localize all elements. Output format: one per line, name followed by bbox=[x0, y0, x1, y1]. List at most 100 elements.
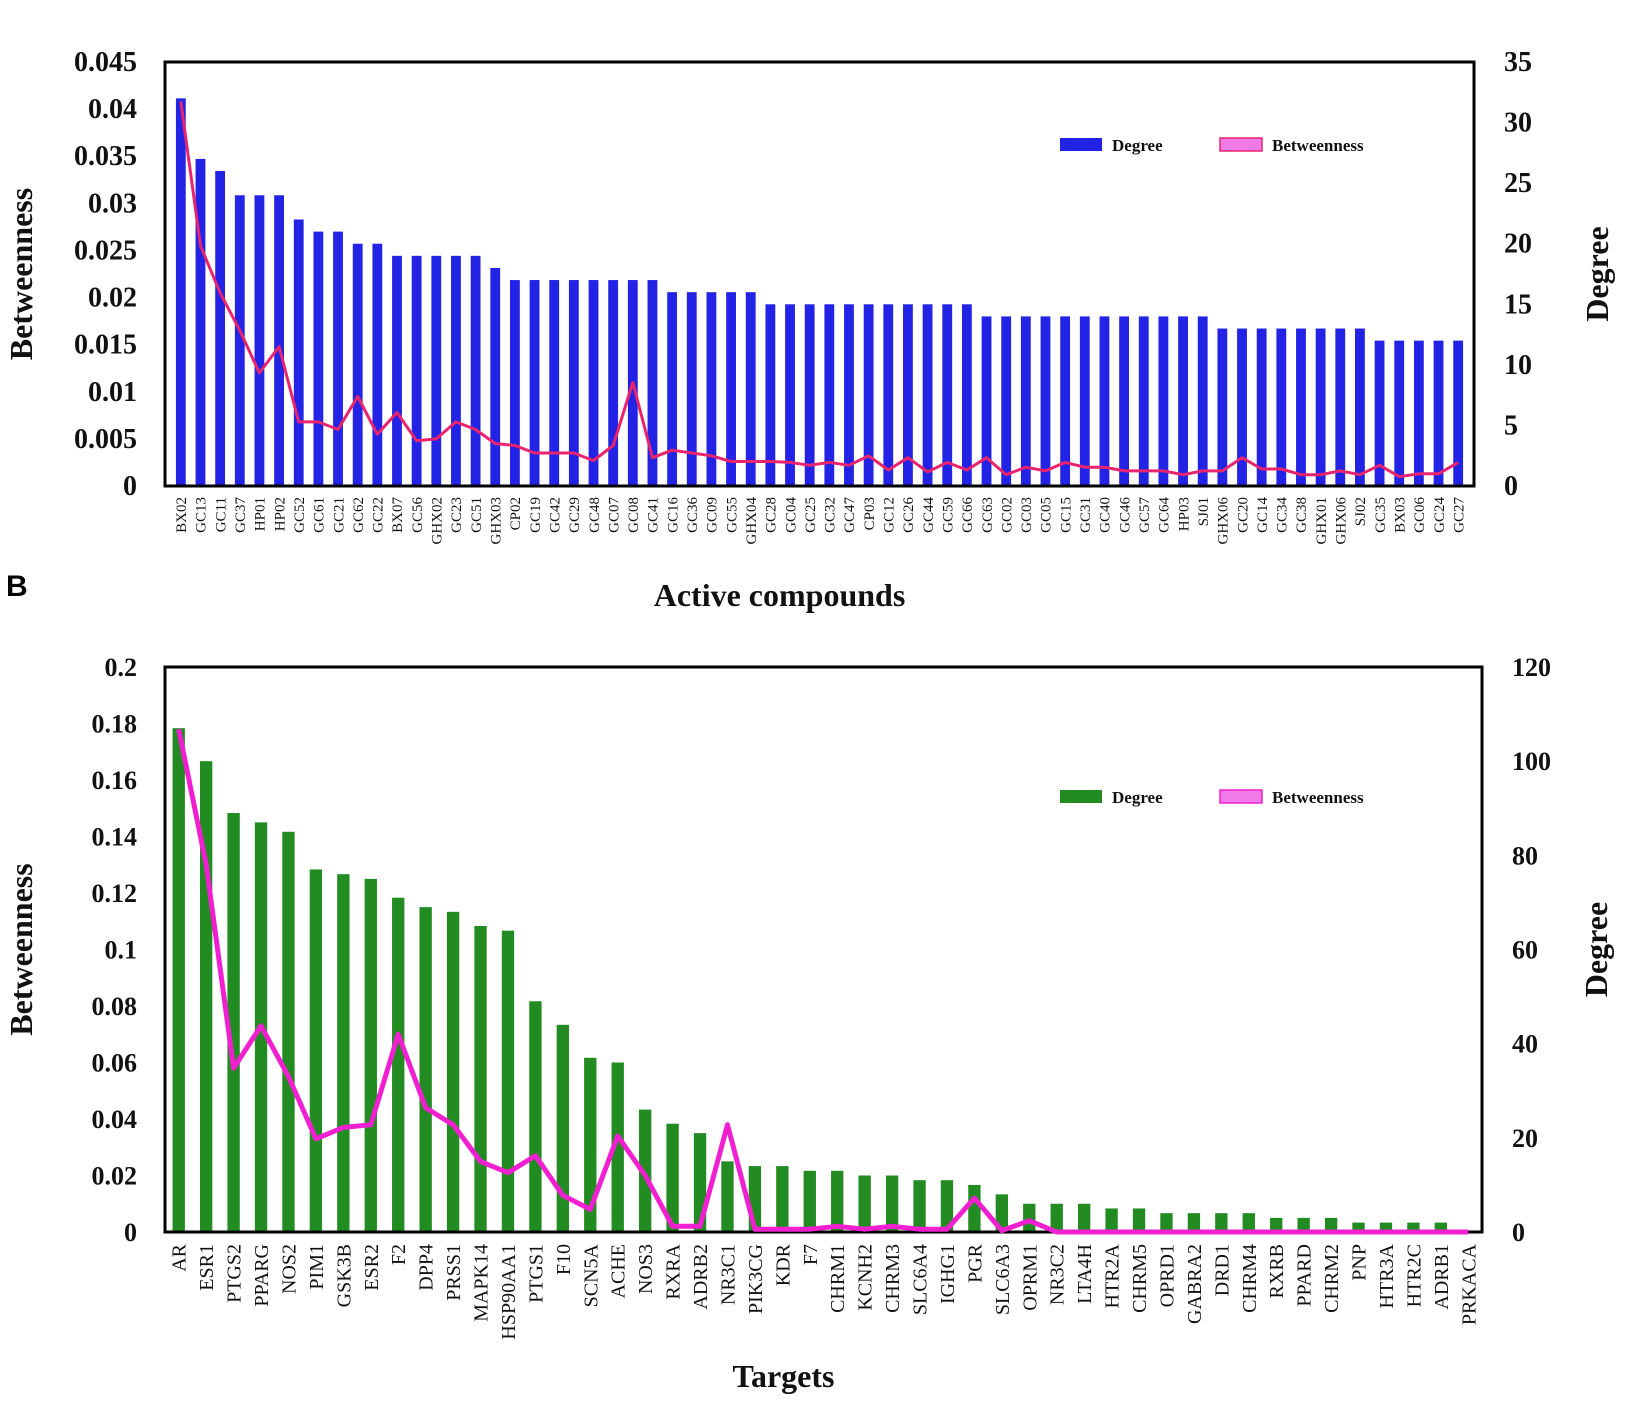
chart2-y-left-tick-label: 0.16 bbox=[92, 766, 138, 795]
chart2-legend-betweenness-label: Betweenness bbox=[1272, 788, 1364, 807]
chart2-category-label: KCNH2 bbox=[855, 1244, 877, 1311]
chart1-category-label: GC55 bbox=[724, 497, 740, 533]
chart1-degree-bar bbox=[1335, 328, 1346, 486]
chart1-y-left-tick-label: 0.015 bbox=[74, 330, 137, 361]
chart1-category-label: GC44 bbox=[921, 497, 937, 533]
chart1-category-label: HP01 bbox=[253, 497, 269, 531]
chart1-legend-betweenness-swatch bbox=[1219, 137, 1263, 152]
chart2-category-label: SLC6A4 bbox=[910, 1244, 932, 1315]
chart1-degree-bar bbox=[1217, 328, 1228, 486]
chart2-degree-bar bbox=[1379, 1222, 1393, 1232]
chart2-category-label: F2 bbox=[388, 1244, 410, 1265]
chart2-degree-bar bbox=[1324, 1217, 1338, 1232]
chart1-betweenness-line bbox=[179, 101, 1459, 479]
chart2-category-label: GSK3B bbox=[333, 1244, 355, 1307]
chart2-category-label: GABRA2 bbox=[1184, 1244, 1206, 1324]
chart1-degree-bar bbox=[1020, 316, 1031, 486]
chart1-degree-bar bbox=[726, 292, 736, 486]
chart1-category-label: GC23 bbox=[449, 497, 465, 533]
chart2-degree-bar bbox=[885, 1175, 899, 1232]
chart1-category-label: GC40 bbox=[1098, 497, 1114, 533]
chart2-degree-bar bbox=[1132, 1208, 1146, 1232]
chart1-y-left-tick-label: 0.03 bbox=[88, 188, 137, 219]
chart1-degree-bar bbox=[352, 243, 363, 486]
chart1-category-label: GC02 bbox=[999, 497, 1015, 533]
chart1-degree-bar bbox=[274, 195, 284, 486]
chart1-y-left-tick-label: 0.035 bbox=[74, 141, 137, 172]
chart2-y-left-tick-label: 0.2 bbox=[105, 653, 138, 682]
chart1-category-label: GC41 bbox=[646, 497, 662, 533]
chart2-category-label: ESR1 bbox=[196, 1244, 218, 1291]
chart2-category-label: AR bbox=[169, 1243, 191, 1271]
chart1-category-label: GC09 bbox=[705, 497, 721, 533]
chart1-category-label: GC13 bbox=[194, 497, 210, 533]
chart1-degree-bar bbox=[1237, 328, 1247, 486]
chart1-degree-bar bbox=[1315, 328, 1326, 486]
chart2-y-left-tick-label: 0 bbox=[124, 1218, 137, 1247]
chart1-category-label: GC22 bbox=[371, 497, 387, 533]
chart2-category-label: CHRM5 bbox=[1129, 1244, 1151, 1313]
chart1-degree-bar bbox=[313, 231, 324, 486]
chart1-category-label: GC19 bbox=[528, 497, 544, 533]
chart2-degree-bar bbox=[1023, 1203, 1036, 1232]
chart1-degree-bar bbox=[804, 304, 815, 486]
chart1-degree-bar bbox=[234, 195, 245, 486]
chart1-y-right-tick-label: 20 bbox=[1504, 229, 1532, 260]
chart2-degree-bar bbox=[584, 1057, 597, 1232]
chart2-category-label: PTGS1 bbox=[525, 1244, 547, 1303]
chart1-category-label: BX07 bbox=[390, 497, 406, 533]
chart2-category-label: CHRM3 bbox=[882, 1244, 904, 1313]
chart1-degree-bar bbox=[1158, 316, 1169, 486]
chart2-category-label: NOS2 bbox=[278, 1244, 300, 1294]
chart1-category-label: GC47 bbox=[842, 497, 858, 533]
chart1-degree-bar bbox=[215, 171, 226, 486]
chart1-degree-bar bbox=[1355, 328, 1365, 486]
chart1-category-label: GC03 bbox=[1019, 497, 1035, 533]
chart1-category-label: GC56 bbox=[410, 497, 426, 533]
chart2-degree-bar bbox=[611, 1062, 624, 1232]
chart2-degree-bar bbox=[940, 1180, 954, 1232]
chart1-y-left-tick-label: 0.01 bbox=[88, 377, 137, 408]
chart2-y-right-tick-label: 0 bbox=[1512, 1218, 1525, 1247]
chart2-category-label: ESR2 bbox=[361, 1244, 383, 1291]
chart1-degree-bar bbox=[509, 280, 520, 486]
chart1-degree-bar bbox=[451, 255, 461, 486]
chart2-category-label: PGR bbox=[964, 1243, 986, 1283]
chart1-y-right-tick-label: 35 bbox=[1504, 47, 1532, 78]
chart1-degree-bar bbox=[529, 280, 540, 486]
chart2-y-left-tick-label: 0.04 bbox=[92, 1105, 138, 1134]
chart2-category-label: OPRM1 bbox=[1019, 1244, 1041, 1311]
chart2-degree-bar bbox=[1050, 1203, 1063, 1232]
chart2-degree-bar bbox=[282, 831, 295, 1232]
chart1-category-label: GC04 bbox=[783, 497, 799, 533]
chart2-category-label: PTGS2 bbox=[224, 1244, 246, 1303]
chart1-degree-bar bbox=[863, 304, 874, 486]
chart2-category-label: DRD1 bbox=[1211, 1244, 1233, 1296]
chart1-y-right-tick-label: 30 bbox=[1504, 108, 1532, 139]
chart1-degree-bar bbox=[844, 304, 854, 486]
chart1-category-label: GC11 bbox=[213, 497, 229, 532]
chart2-degree-bar bbox=[1434, 1222, 1448, 1232]
chart2-category-label: HSP90AA1 bbox=[498, 1244, 520, 1340]
chart1-degree-bar bbox=[470, 255, 481, 486]
chart2-degree-bar bbox=[474, 925, 487, 1232]
chart2-category-label: HTR3A bbox=[1376, 1243, 1398, 1308]
chart1-degree-bar bbox=[667, 292, 678, 486]
chart2-degree-bar bbox=[1077, 1203, 1091, 1232]
chart1-category-label: GC07 bbox=[606, 497, 622, 533]
chart1-category-label: CP02 bbox=[508, 497, 524, 530]
chart2-category-label: IGHG1 bbox=[937, 1244, 959, 1304]
chart1-degree-bar bbox=[903, 304, 913, 486]
chart1-category-label: GC34 bbox=[1275, 497, 1291, 533]
chart1-y-right-tick-label: 0 bbox=[1504, 471, 1518, 502]
chart1-degree-bar bbox=[981, 316, 992, 486]
chart1-category-label: GC61 bbox=[312, 497, 328, 533]
chart1-degree-bar bbox=[1413, 340, 1424, 486]
chart2-degree-bar bbox=[776, 1166, 789, 1232]
chart2-degree-bar bbox=[529, 1001, 542, 1232]
chart1-y-right-tick-label: 5 bbox=[1504, 410, 1518, 441]
chart2-degree-bar bbox=[1215, 1213, 1228, 1232]
chart2-degree-bar bbox=[666, 1123, 679, 1232]
chart1-degree-bar bbox=[942, 304, 953, 486]
